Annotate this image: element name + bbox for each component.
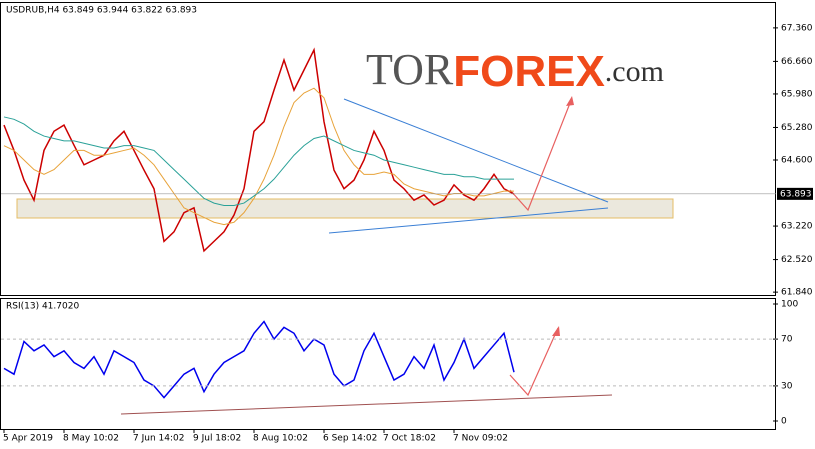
- price-title: USDRUB,H4 63.849 63.944 63.822 63.893: [6, 6, 197, 16]
- watermark-part: TOR: [366, 45, 454, 94]
- y-tick-label: 62.520: [781, 255, 813, 265]
- y-tick-label: 30: [781, 381, 793, 391]
- series-line: [3, 87, 514, 226]
- y-tick-label: 67.360: [781, 23, 813, 33]
- support-zone: [16, 198, 674, 219]
- rsi-frame: [0, 298, 776, 430]
- watermark: TORFOREX.com: [366, 45, 664, 96]
- y-tick-label: 63.220: [781, 222, 813, 232]
- x-tick-label: 7 Jun 14:02: [133, 434, 184, 444]
- trend-line: [328, 207, 609, 234]
- y-tick-label: 64.600: [781, 156, 813, 166]
- x-tick-label: 9 Jul 18:02: [193, 434, 241, 444]
- rsi-title: RSI(13) 41.7020: [6, 302, 79, 312]
- plot: [3, 47, 515, 399]
- y-tick-label: 65.980: [781, 89, 813, 99]
- arrow-head: [552, 326, 560, 336]
- rsi-forecast-arrow: [509, 327, 559, 397]
- x-tick-label: 7 Oct 18:02: [383, 434, 436, 444]
- y-tick-label: 66.660: [781, 57, 813, 67]
- y-tick-label: 65.280: [781, 123, 813, 133]
- forecast-arrow: [509, 97, 573, 212]
- series-line: [3, 116, 514, 206]
- x-tick-label: 5 Apr 2019: [3, 434, 53, 444]
- series-line: [3, 320, 515, 399]
- x-tick-label: 7 Nov 09:02: [453, 434, 508, 444]
- price-tag-label: 63.893: [780, 189, 812, 199]
- watermark-part: .com: [605, 55, 664, 88]
- x-tick-label: 8 May 10:02: [63, 434, 119, 444]
- watermark-part: FOREX: [453, 47, 605, 96]
- y-tick-label: 100: [781, 300, 798, 310]
- price-frame: [0, 2, 776, 296]
- series-line: [3, 47, 515, 253]
- price-tag: [777, 187, 813, 200]
- x-tick-label: 8 Aug 10:02: [253, 434, 308, 444]
- rsi-trend-line: [120, 394, 613, 415]
- y-tick-label: 70: [781, 335, 793, 345]
- trend-line: [343, 98, 609, 203]
- y-tick-label: 0: [781, 417, 787, 427]
- arrow-head: [566, 96, 574, 106]
- x-tick-label: 6 Sep 14:02: [323, 434, 377, 444]
- y-tick-label: 61.840: [781, 288, 813, 298]
